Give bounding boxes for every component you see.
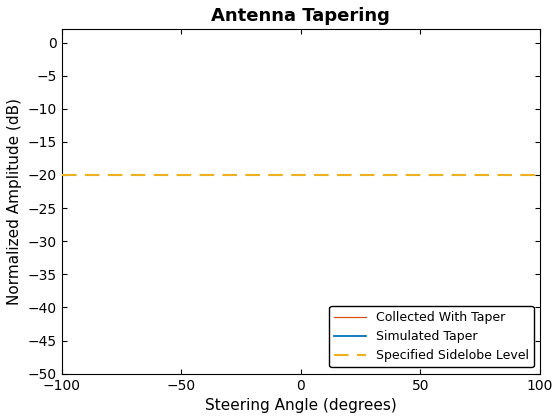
- Y-axis label: Normalized Amplitude (dB): Normalized Amplitude (dB): [7, 98, 22, 305]
- X-axis label: Steering Angle (degrees): Steering Angle (degrees): [205, 398, 396, 413]
- Legend: Collected With Taper, Simulated Taper, Specified Sidelobe Level: Collected With Taper, Simulated Taper, S…: [329, 306, 534, 368]
- Title: Antenna Tapering: Antenna Tapering: [211, 7, 390, 25]
